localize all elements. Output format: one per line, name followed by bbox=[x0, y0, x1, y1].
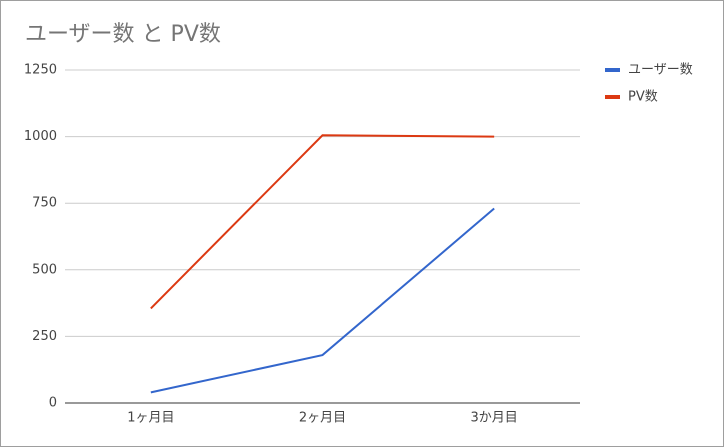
line-series bbox=[150, 134, 495, 310]
x-tick-label: 2ヶ月目 bbox=[299, 411, 346, 426]
legend-label: ユーザー数 bbox=[628, 63, 693, 78]
y-tick-label: 250 bbox=[32, 329, 57, 344]
y-tick-label: 500 bbox=[32, 262, 57, 277]
y-tick-label: 0 bbox=[49, 396, 57, 411]
y-tick-label: 1000 bbox=[24, 129, 57, 144]
legend-label: PV数 bbox=[628, 90, 658, 105]
y-tick-label: 750 bbox=[32, 196, 57, 211]
chart-title: ユーザー数 と PV数 bbox=[25, 22, 221, 47]
x-tick-label: 1ヶ月目 bbox=[127, 411, 174, 426]
line-series bbox=[150, 207, 495, 394]
y-tick-label: 1250 bbox=[24, 63, 57, 78]
x-tick-label: 3か月目 bbox=[471, 411, 518, 426]
